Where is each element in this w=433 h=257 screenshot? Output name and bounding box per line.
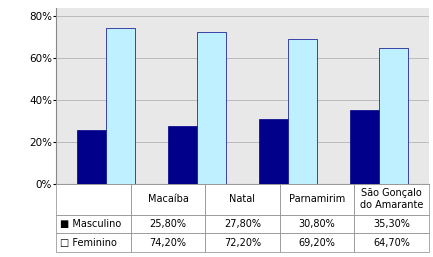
Bar [197,32,226,184]
Bar [77,130,106,184]
Bar [259,120,288,184]
Bar [379,48,408,184]
Bar [106,28,135,184]
Bar [168,126,197,184]
Bar [350,110,379,184]
Bar [288,39,317,184]
